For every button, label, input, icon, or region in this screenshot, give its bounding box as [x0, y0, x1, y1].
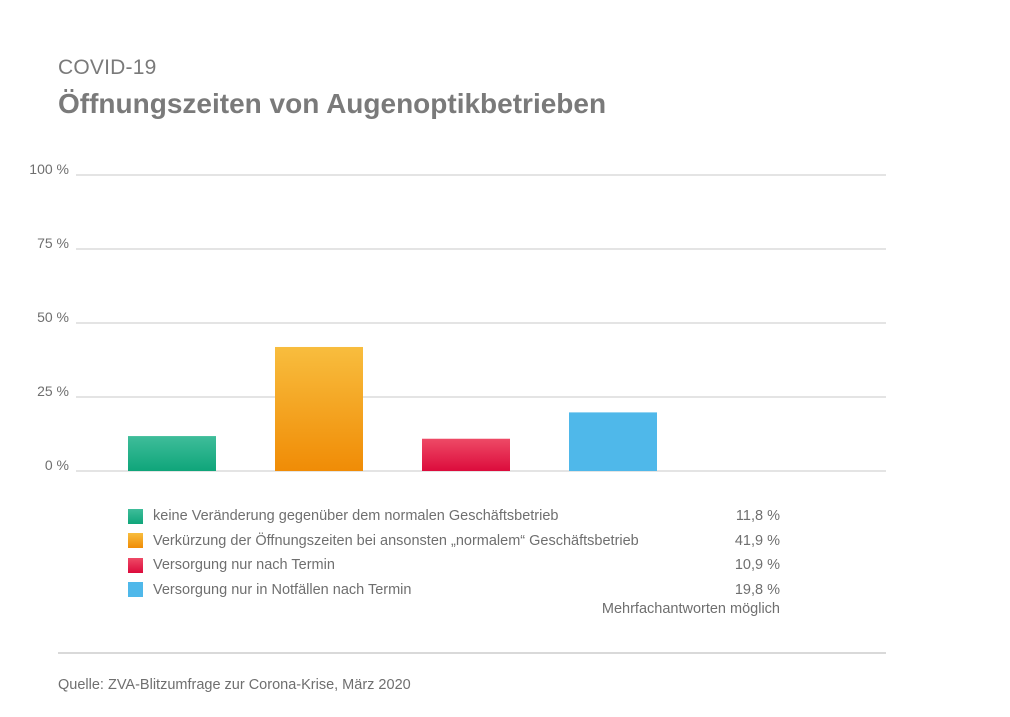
source-text: Quelle: ZVA-Blitzumfrage zur Corona-Kris…	[58, 677, 411, 693]
legend-value: 19,8 %	[734, 581, 780, 598]
chart-title: Öffnungszeiten von Augenoptikbetrieben	[58, 88, 607, 119]
y-tick-label: 50 %	[37, 309, 69, 325]
legend-label: Verkürzung der Öffnungszeiten bei ansons…	[153, 532, 639, 549]
chart-kicker: COVID-19	[58, 56, 157, 79]
y-tick-label: 0 %	[45, 457, 69, 473]
legend-swatch	[128, 582, 143, 598]
legend-swatch	[128, 557, 143, 573]
legend-label: keine Veränderung gegenüber dem normalen…	[153, 508, 559, 525]
chart-note: Mehrfachantworten möglich	[601, 601, 780, 617]
legend-item: Verkürzung der Öffnungszeiten bei ansons…	[128, 529, 780, 554]
bar	[275, 346, 363, 471]
legend-item: Versorgung nur nach Termin 10,9 %	[128, 553, 780, 578]
legend: keine Veränderung gegenüber dem normalen…	[128, 504, 780, 602]
legend-swatch	[128, 533, 143, 549]
legend-swatch	[128, 508, 143, 524]
y-tick-label: 100 %	[29, 161, 69, 177]
legend-item: keine Veränderung gegenüber dem normalen…	[128, 504, 780, 529]
y-tick-label: 25 %	[37, 383, 69, 399]
legend-item: Versorgung nur in Notfällen nach Termin …	[128, 578, 780, 603]
bar	[128, 436, 216, 471]
legend-value: 10,9 %	[734, 557, 780, 574]
legend-label: Versorgung nur in Notfällen nach Termin	[153, 581, 412, 598]
legend-value: 11,8 %	[735, 508, 780, 525]
footer-divider	[58, 652, 886, 654]
bar	[422, 438, 510, 471]
legend-value: 41,9 %	[734, 532, 780, 549]
y-tick-label: 75 %	[37, 235, 69, 251]
bar	[569, 412, 657, 471]
bar-chart: 0 % 25 % 50 % 75 % 100 %	[29, 161, 886, 473]
legend-label: Versorgung nur nach Termin	[153, 557, 335, 574]
